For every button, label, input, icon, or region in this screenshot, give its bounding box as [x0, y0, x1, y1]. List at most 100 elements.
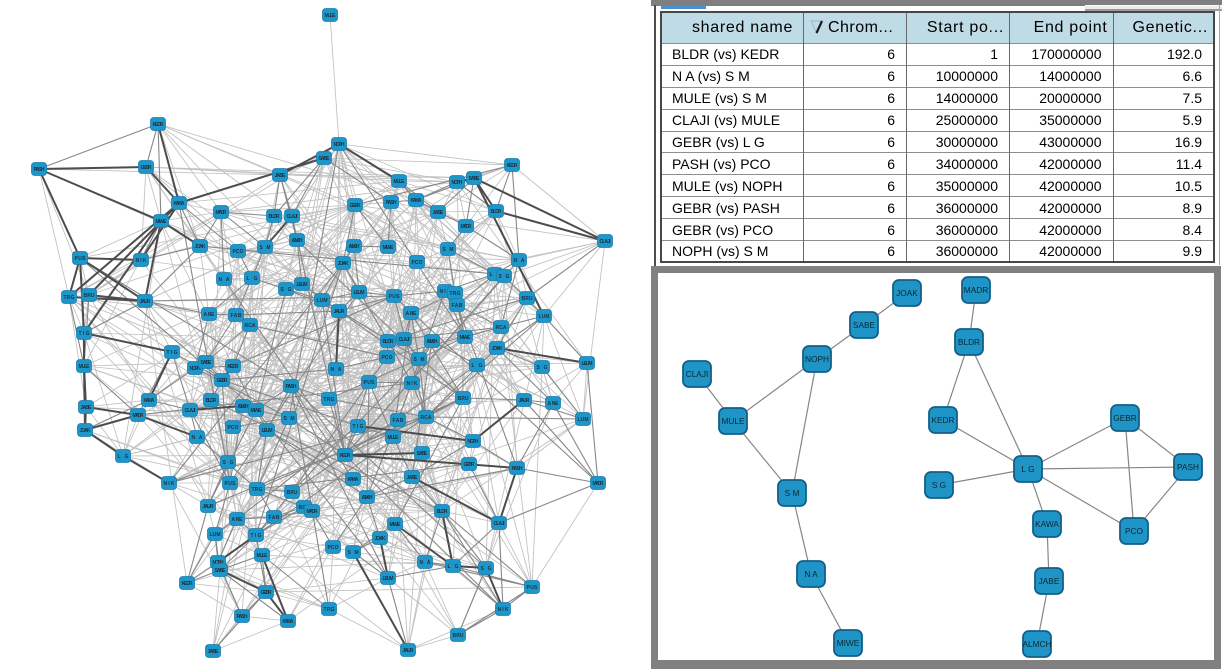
- svg-text:MULE: MULE: [325, 13, 337, 19]
- svg-text:KEDR: KEDR: [182, 581, 193, 587]
- svg-text:S G: S G: [481, 566, 492, 572]
- svg-text:CLAJI: CLAJI: [399, 337, 411, 343]
- svg-text:MADR: MADR: [133, 413, 144, 419]
- svg-text:S G: S G: [932, 480, 946, 490]
- svg-text:NOPH: NOPH: [213, 560, 224, 566]
- svg-text:NOPH: NOPH: [468, 439, 479, 445]
- svg-text:S M: S M: [414, 357, 425, 363]
- svg-text:MIWE: MIWE: [390, 522, 402, 528]
- svg-text:GEBR: GEBR: [217, 378, 228, 384]
- svg-text:RCA: RCA: [496, 325, 507, 331]
- svg-text:TRG: TRG: [450, 291, 461, 297]
- svg-text:PCO: PCO: [228, 425, 239, 431]
- svg-text:JABE: JABE: [275, 173, 287, 179]
- svg-text:PCO: PCO: [412, 260, 423, 266]
- svg-text:CLAJI: CLAJI: [686, 369, 709, 379]
- svg-text:MADR: MADR: [307, 509, 318, 515]
- svg-text:LUM: LUM: [539, 314, 550, 320]
- svg-text:NIK: NIK: [498, 607, 509, 613]
- svg-text:TRG: TRG: [324, 607, 335, 613]
- svg-text:KEDR: KEDR: [228, 364, 239, 370]
- svg-text:JOAK: JOAK: [375, 536, 386, 542]
- svg-text:SABE: SABE: [417, 451, 429, 457]
- svg-text:A NE: A NE: [232, 517, 244, 523]
- svg-text:TIG: TIG: [251, 533, 262, 539]
- svg-text:TRG: TRG: [324, 397, 335, 403]
- svg-text:MADR: MADR: [964, 285, 988, 295]
- svg-text:PUS: PUS: [225, 481, 237, 487]
- svg-text:RCA: RCA: [421, 415, 432, 421]
- svg-text:SABE: SABE: [853, 320, 876, 330]
- svg-text:KAWA: KAWA: [411, 198, 422, 204]
- svg-text:A NE: A NE: [548, 401, 560, 407]
- svg-text:JAUR: JAUR: [334, 309, 345, 315]
- svg-text:FAB: FAB: [393, 418, 404, 424]
- svg-text:LEUM: LEUM: [383, 576, 394, 582]
- svg-text:S G: S G: [499, 274, 510, 280]
- svg-text:RCA: RCA: [245, 323, 256, 329]
- svg-text:NIK: NIK: [440, 289, 451, 295]
- svg-text:JABE: JABE: [208, 649, 220, 655]
- svg-text:JOAK: JOAK: [338, 261, 349, 267]
- svg-text:MADR: MADR: [461, 224, 472, 230]
- svg-text:A NE: A NE: [204, 312, 216, 318]
- svg-text:TIG: TIG: [167, 350, 178, 356]
- svg-text:BRU: BRU: [522, 296, 533, 302]
- svg-text:JAUR: JAUR: [519, 398, 530, 404]
- svg-text:CLAJI: CLAJI: [600, 239, 612, 245]
- svg-text:JOAK: JOAK: [195, 244, 206, 250]
- svg-text:CLAJI: CLAJI: [287, 214, 299, 220]
- svg-text:KAWA: KAWA: [283, 619, 294, 625]
- svg-text:MIWE: MIWE: [251, 408, 263, 414]
- svg-text:KAWA: KAWA: [174, 201, 185, 207]
- svg-text:BLDR: BLDR: [269, 214, 280, 220]
- svg-text:PCO: PCO: [1125, 526, 1144, 536]
- svg-text:PASH: PASH: [386, 200, 397, 206]
- svg-text:SABE: SABE: [469, 176, 481, 182]
- svg-text:N A: N A: [331, 367, 342, 373]
- svg-text:N A: N A: [192, 435, 203, 441]
- svg-text:MIWE: MIWE: [156, 219, 168, 225]
- svg-text:SABE: SABE: [215, 568, 227, 574]
- svg-text:MADR: MADR: [216, 210, 227, 216]
- svg-text:S M: S M: [284, 416, 295, 422]
- svg-text:LUM: LUM: [210, 532, 221, 538]
- svg-text:JOAK: JOAK: [896, 288, 918, 298]
- svg-text:NOPH: NOPH: [805, 354, 829, 364]
- svg-text:N A: N A: [420, 560, 431, 566]
- svg-text:KEDR: KEDR: [153, 122, 164, 128]
- svg-text:MULE: MULE: [394, 179, 406, 185]
- svg-text:NOPH: NOPH: [190, 366, 201, 372]
- svg-text:GEBR: GEBR: [141, 165, 152, 171]
- svg-text:BRU: BRU: [84, 293, 95, 299]
- svg-text:FAB: FAB: [452, 303, 463, 309]
- svg-text:CLAJI: CLAJI: [494, 521, 506, 527]
- svg-text:BLDR: BLDR: [206, 398, 217, 404]
- svg-text:S G: S G: [537, 365, 548, 371]
- svg-text:MULE: MULE: [79, 364, 91, 370]
- svg-text:GEBR: GEBR: [464, 462, 475, 468]
- svg-text:N A: N A: [804, 569, 818, 579]
- svg-text:SABE: SABE: [201, 360, 213, 366]
- svg-text:L G: L G: [247, 276, 258, 282]
- svg-text:S M: S M: [348, 550, 359, 556]
- svg-text:N A: N A: [219, 277, 230, 283]
- svg-text:GEBR: GEBR: [350, 203, 361, 209]
- svg-text:S M: S M: [785, 488, 800, 498]
- svg-text:L G: L G: [490, 272, 501, 278]
- svg-text:KEDR: KEDR: [340, 453, 351, 459]
- svg-text:BLDR: BLDR: [437, 509, 448, 515]
- svg-text:JABE: JABE: [1039, 576, 1060, 586]
- svg-text:BLDR: BLDR: [383, 339, 394, 345]
- svg-text:PCO: PCO: [233, 249, 244, 255]
- svg-text:MADR: MADR: [593, 481, 604, 487]
- svg-text:GEBR: GEBR: [261, 590, 272, 596]
- svg-text:PUS: PUS: [75, 256, 87, 262]
- svg-text:N A: N A: [514, 258, 525, 264]
- svg-text:JABE: JABE: [433, 210, 445, 216]
- svg-text:PASH: PASH: [34, 167, 45, 173]
- svg-text:MULE: MULE: [388, 435, 400, 441]
- svg-text:ALMCH: ALMCH: [238, 404, 249, 410]
- svg-text:TIG: TIG: [79, 331, 90, 337]
- svg-text:KEDR: KEDR: [507, 163, 518, 169]
